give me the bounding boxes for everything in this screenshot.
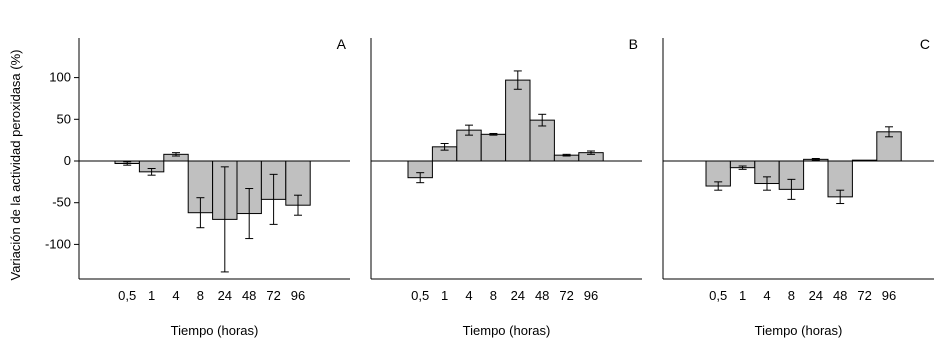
error-bar-b-7: [587, 150, 595, 155]
error-bar-c-7: [885, 126, 893, 138]
x-tick-label: 4: [172, 288, 179, 303]
x-tick-label: 24: [218, 288, 232, 303]
y-tick-label: -50: [52, 195, 71, 210]
y-tick-label: -100: [45, 236, 71, 251]
x-tick-label: 8: [490, 288, 497, 303]
x-tick-label: 1: [148, 288, 155, 303]
x-axis-label: Tiempo (horas): [755, 323, 843, 338]
x-tick-label: 72: [559, 288, 573, 303]
y-axis-label: Variación de la actividad peroxidasa (%): [8, 50, 23, 281]
x-tick-label: 72: [857, 288, 871, 303]
x-tick-label: 48: [242, 288, 256, 303]
x-tick-label: 4: [465, 288, 472, 303]
error-bar-c-4: [811, 157, 820, 161]
x-tick-label: 48: [535, 288, 549, 303]
x-tick-label: 48: [833, 288, 847, 303]
x-tick-label: 24: [511, 288, 525, 303]
x-tick-label: 96: [882, 288, 896, 303]
x-tick-label: 8: [788, 288, 795, 303]
bar-b-5: [529, 119, 555, 162]
error-bar-a-6: [269, 173, 278, 225]
x-tick-label: 4: [763, 288, 770, 303]
error-bar-a-1: [147, 168, 156, 176]
x-tick-label: 0,5: [118, 288, 136, 303]
x-tick-label: 1: [441, 288, 448, 303]
error-bar-b-3: [489, 132, 498, 136]
error-bar-c-1: [738, 165, 747, 170]
panel-label: A: [337, 36, 347, 52]
error-bar-a-0: [123, 161, 132, 166]
error-bar-b-0: [416, 172, 425, 184]
x-tick-label: 0,5: [411, 288, 429, 303]
y-tick-label: 50: [57, 111, 71, 126]
error-bar-c-3: [787, 178, 796, 200]
x-tick-label: 96: [584, 288, 598, 303]
error-bar-b-1: [440, 142, 449, 151]
x-tick-label: 1: [739, 288, 746, 303]
error-bar-b-2: [465, 124, 473, 136]
panel-label: B: [629, 36, 638, 52]
y-tick-label: 0: [64, 153, 71, 168]
error-bar-c-0: [714, 181, 723, 191]
x-tick-label: 0,5: [709, 288, 727, 303]
error-bar-b-6: [562, 153, 571, 157]
error-bar-a-3: [196, 197, 205, 229]
bar-b-3: [480, 133, 507, 162]
error-bar-c-5: [836, 189, 845, 205]
error-bar-b-4: [513, 70, 522, 90]
error-bar-c-2: [763, 176, 771, 191]
x-tick-label: 24: [809, 288, 823, 303]
panel-label: C: [920, 36, 930, 52]
x-tick-label: 72: [266, 288, 280, 303]
bar-b-4: [505, 79, 531, 162]
x-axis-label: Tiempo (horas): [171, 323, 259, 338]
error-bar-a-5: [245, 188, 254, 240]
error-bar-a-2: [172, 152, 180, 157]
x-tick-label: 96: [291, 288, 305, 303]
error-bar-a-7: [294, 194, 302, 216]
x-axis-label: Tiempo (horas): [463, 323, 551, 338]
error-bar-b-5: [538, 113, 547, 127]
error-bar-a-4: [220, 166, 229, 273]
y-tick-label: 100: [49, 70, 71, 85]
x-tick-label: 8: [197, 288, 204, 303]
